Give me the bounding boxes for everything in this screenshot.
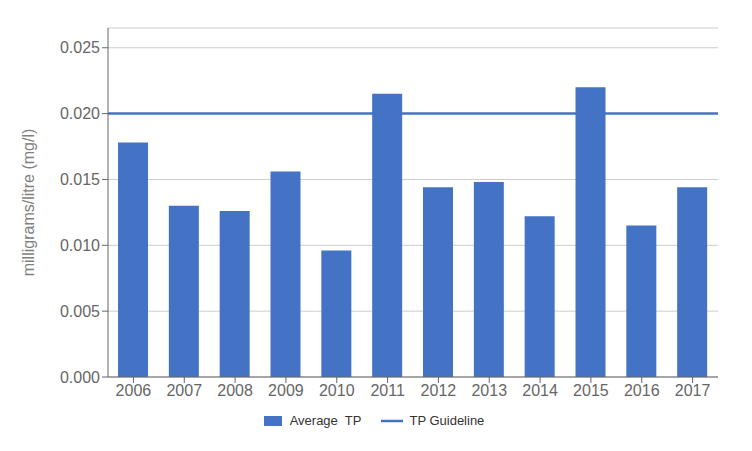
svg-text:2010: 2010 — [319, 382, 355, 399]
svg-text:2013: 2013 — [471, 382, 507, 399]
svg-text:2017: 2017 — [675, 382, 711, 399]
svg-text:0.025: 0.025 — [60, 39, 100, 56]
svg-text:2009: 2009 — [268, 382, 304, 399]
svg-text:2014: 2014 — [522, 382, 558, 399]
html-text:TP Guideline: TP Guideline — [409, 413, 485, 428]
svg-text:0.005: 0.005 — [60, 303, 100, 320]
svg-text:milligrams/litre (mg/l): milligrams/litre (mg/l) — [20, 129, 37, 277]
svg-text:0.015: 0.015 — [60, 171, 100, 188]
svg-text:2006: 2006 — [116, 382, 152, 399]
html-text:Average TP: Average TP — [289, 413, 362, 428]
svg-text:2015: 2015 — [573, 382, 609, 399]
svg-text:0.010: 0.010 — [60, 237, 100, 254]
svg-text:2016: 2016 — [624, 382, 660, 399]
svg-text:0.020: 0.020 — [60, 105, 100, 122]
svg-text:2008: 2008 — [217, 382, 253, 399]
svg-text:2012: 2012 — [421, 382, 457, 399]
svg-text:2011: 2011 — [370, 382, 405, 399]
svg-text:2007: 2007 — [166, 382, 202, 399]
svg-text:0.000: 0.000 — [60, 369, 100, 386]
